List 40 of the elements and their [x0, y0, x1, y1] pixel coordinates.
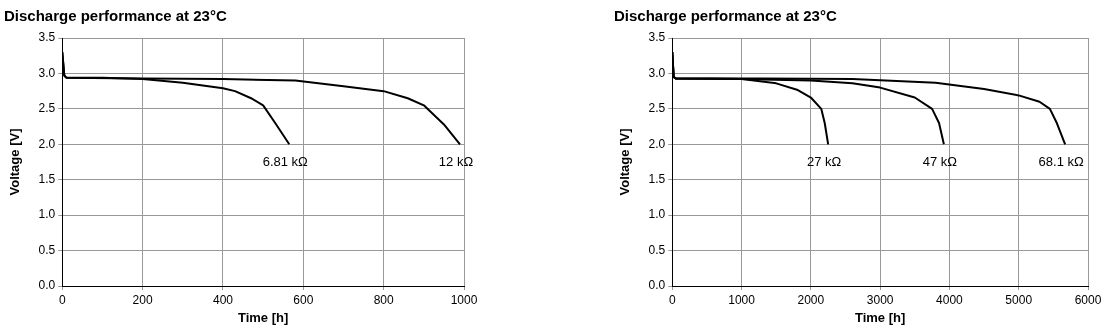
y-tick-label: 1.0 [648, 207, 666, 222]
x-tick-label: 600 [293, 292, 314, 307]
x-tick-label: 1000 [728, 292, 756, 307]
x-tick-label: 6000 [1074, 292, 1102, 307]
y-tick-label: 3.0 [648, 65, 666, 80]
y-tick-label: 1.0 [38, 207, 56, 222]
x-tick-label: 0 [58, 292, 66, 307]
x-tick-label: 0 [668, 292, 676, 307]
chart-title: Discharge performance at 23°C [614, 7, 837, 25]
y-tick-label: 1.5 [648, 172, 666, 187]
x-tick-label: 800 [373, 292, 394, 307]
y-axis-title: Voltage [V] [617, 128, 633, 196]
y-tick-label: 2.0 [38, 136, 56, 151]
x-tick-label: 1000 [450, 292, 478, 307]
y-tick-label: 3.5 [38, 30, 56, 45]
x-axis-title: Time [h] [854, 309, 906, 325]
chart-title: Discharge performance at 23°C [4, 7, 227, 25]
x-tick-label: 4000 [936, 292, 964, 307]
x-tick-label: 2000 [797, 292, 825, 307]
x-tick-label: 3000 [866, 292, 894, 307]
series-label: 12 kΩ [438, 154, 474, 170]
x-axis-title: Time [h] [237, 309, 289, 325]
y-tick-label: 2.5 [648, 101, 666, 116]
x-tick-label: 400 [212, 292, 234, 307]
series-label: 6.81 kΩ [262, 154, 309, 170]
y-tick-label: 3.5 [648, 30, 666, 45]
y-tick-label: 0.0 [648, 278, 666, 293]
x-tick-label: 200 [132, 292, 153, 307]
y-tick-label: 0.0 [38, 278, 56, 293]
y-tick-label: 1.5 [38, 172, 56, 187]
y-tick-label: 0.5 [648, 242, 666, 257]
series-label: 68.1 kΩ [1038, 154, 1084, 170]
y-axis-title: Voltage [V] [7, 128, 23, 196]
y-tick-label: 2.0 [648, 136, 666, 151]
x-tick-label: 5000 [1005, 292, 1033, 307]
y-tick-label: 2.5 [38, 101, 56, 116]
y-tick-label: 0.5 [38, 242, 56, 257]
series-label: 47 kΩ [922, 154, 958, 170]
series-label: 27 kΩ [807, 154, 842, 170]
y-tick-label: 3.0 [38, 65, 56, 80]
